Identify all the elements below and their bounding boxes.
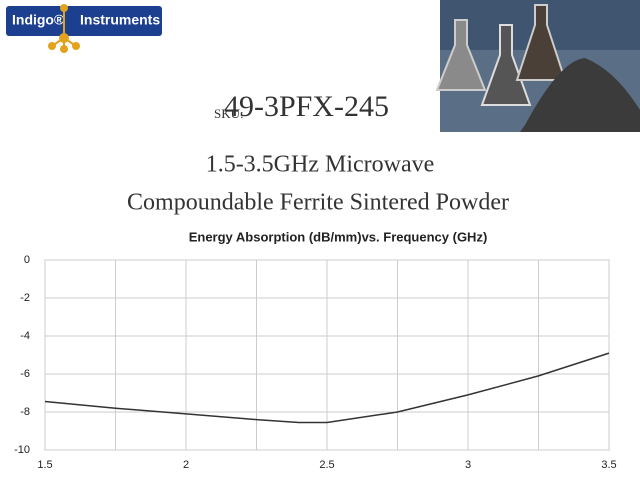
x-tick-label: 2 xyxy=(183,459,189,471)
logo-left: Indigo® xyxy=(12,12,65,28)
y-tick-label: -4 xyxy=(20,330,30,342)
y-tick-label: 0 xyxy=(24,254,30,266)
x-tick-label: 2.5 xyxy=(319,459,334,471)
chart: Energy Absorption (dB/mm)vs. Frequency (… xyxy=(189,229,488,244)
x-tick-label: 3.5 xyxy=(601,459,616,471)
sku-label: SKU: xyxy=(214,106,244,121)
title-line1: 1.5-3.5GHz Microwave xyxy=(206,152,435,178)
y-tick-label: -6 xyxy=(20,368,30,380)
line-series xyxy=(44,352,610,424)
logo: Indigo® Instruments xyxy=(6,4,162,53)
y-tick-label: -8 xyxy=(20,406,30,418)
y-tick-label: -10 xyxy=(14,444,30,456)
chart-title: Energy Absorption (dB/mm)vs. Frequency (… xyxy=(189,229,488,244)
sku: 49-3PFX-245 xyxy=(224,90,389,123)
logo-bg xyxy=(6,6,162,36)
y-tick-label: -2 xyxy=(20,292,30,304)
product-photo xyxy=(435,0,640,132)
logo-right: Instruments xyxy=(80,12,160,28)
x-tick-label: 3 xyxy=(465,459,471,471)
x-tick-label: 1.5 xyxy=(37,459,52,471)
title-line2: Compoundable Ferrite Sintered Powder xyxy=(127,190,509,216)
